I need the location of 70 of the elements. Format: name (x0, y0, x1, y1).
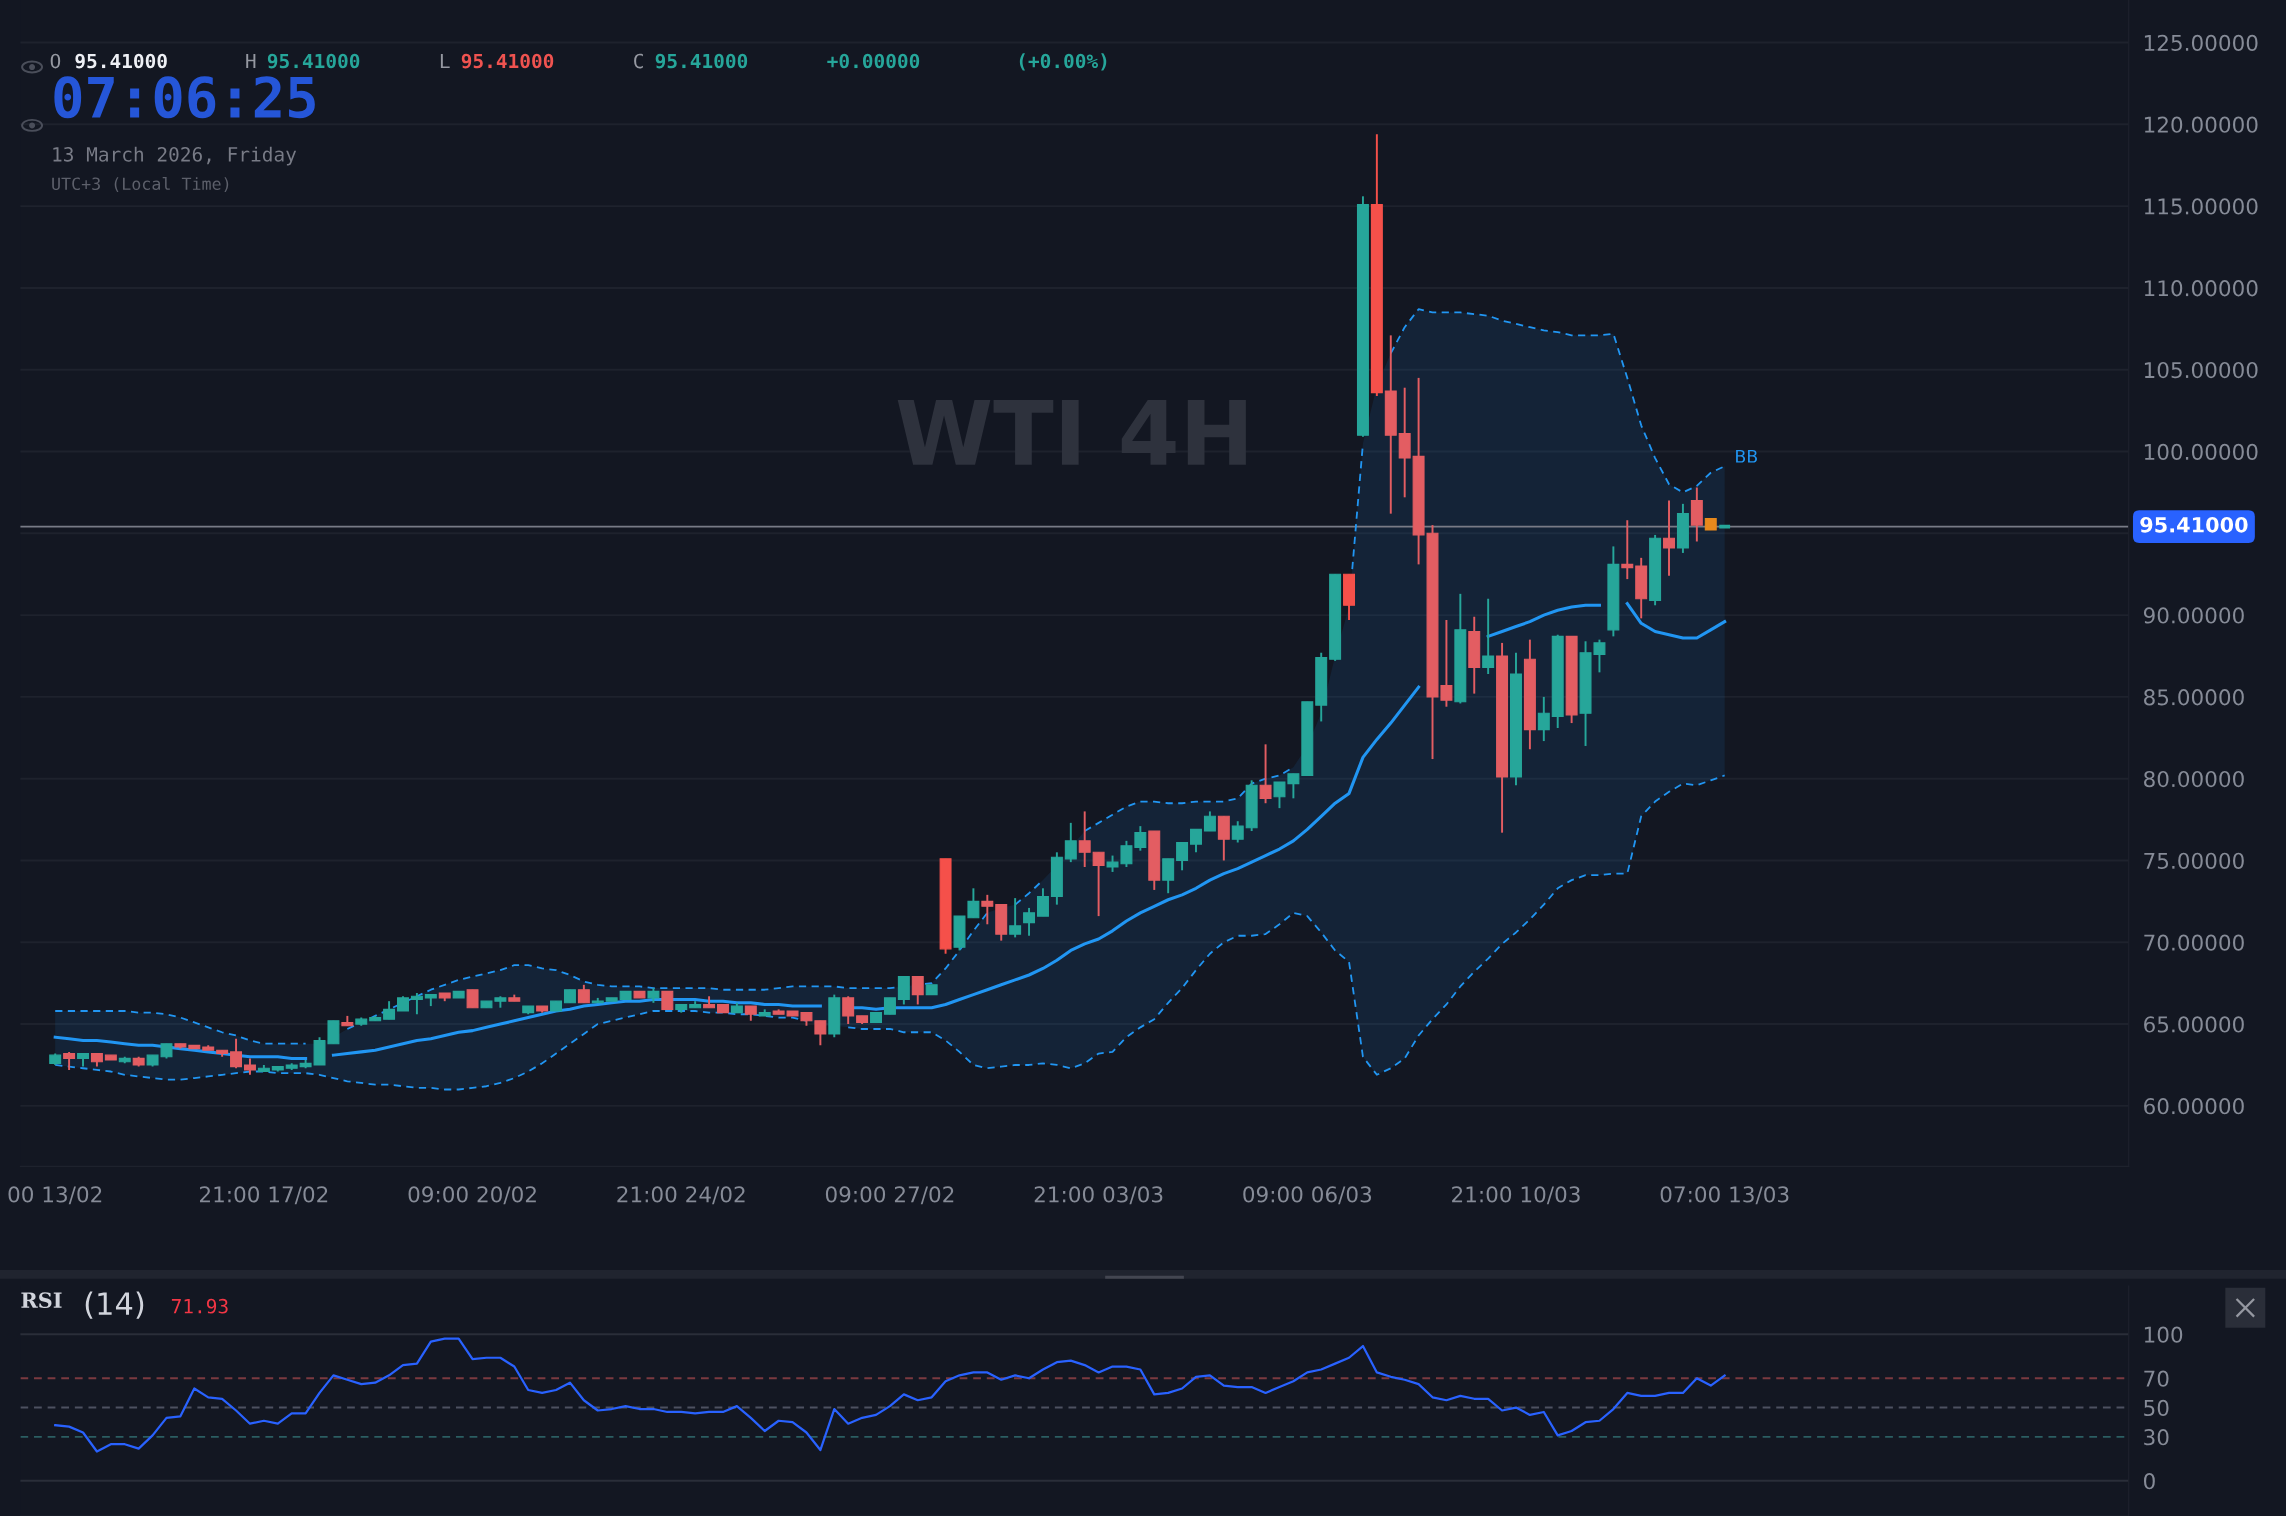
candlestick (1162, 857, 1175, 895)
candlestick (1092, 851, 1105, 918)
y-tick-label: 30 (2144, 1429, 2169, 1446)
chart-subtitle: (14) (85, 1291, 144, 1319)
x-tick-label: 21:00 17/02 (199, 1186, 328, 1205)
candlestick (1482, 597, 1495, 675)
candlestick (1176, 841, 1189, 872)
candlestick (1717, 524, 1732, 529)
y-tick-label: 85.00000 (2144, 689, 2244, 706)
x-tick-label: 00 13/02 (8, 1186, 102, 1205)
candlestick (1259, 743, 1272, 805)
x-tick-label: 09:00 27/02 (825, 1186, 954, 1205)
annotation: (+0.00%) (1019, 53, 1107, 71)
x-tick-label: 21:00 03/03 (1034, 1186, 1163, 1205)
annotation: UTC+3 (Local Time) (52, 177, 229, 193)
annotation: +0.00000 (827, 53, 920, 69)
y-tick-label: 115.00000 (2144, 198, 2258, 215)
y-tick-label: 70.00000 (2144, 934, 2244, 951)
annotation: 95.41000 (655, 53, 748, 69)
annotation: L (440, 53, 450, 69)
y-tick-label: 105.00000 (2144, 361, 2258, 379)
y-tick-label: 50 (2144, 1399, 2169, 1417)
annotation: C (634, 53, 643, 69)
candlestick (981, 893, 994, 926)
y-tick-label: 100.00000 (2144, 443, 2258, 460)
line-series (54, 1337, 1726, 1453)
annotation: 95.41000 (75, 53, 167, 69)
candlestick (410, 992, 423, 1016)
candlestick (1009, 897, 1022, 939)
y-tick-label: 75.00000 (2144, 852, 2244, 869)
annotation: 07:06:25 (54, 76, 315, 119)
candlestick (1023, 906, 1036, 937)
x-tick-label: 09:00 06/03 (1243, 1186, 1372, 1205)
annotation: 13 March 2026, Friday (53, 146, 297, 166)
x-tick-label: 09:00 20/02 (408, 1186, 536, 1205)
y-tick-label: 100 (2144, 1326, 2183, 1343)
text: BB (1736, 449, 1757, 463)
y-tick-label: 110.00000 (2144, 280, 2258, 297)
candlestick (897, 975, 910, 1006)
candlestick (1537, 695, 1550, 743)
candlestick (1190, 828, 1202, 854)
candlestick (1064, 821, 1077, 864)
annotation: O (50, 53, 61, 69)
candlestick (1217, 815, 1230, 862)
candlestick (1078, 810, 1091, 868)
y-tick-label: 65.00000 (2144, 1016, 2244, 1033)
candlestick (230, 1037, 243, 1070)
chart-title: RSI (21, 1292, 62, 1309)
x-tick-label: 07:00 13/03 (1660, 1186, 1789, 1205)
y-tick-label: 0 (2143, 1473, 2155, 1490)
candlestick (842, 995, 855, 1026)
y-tick-label: 60.00000 (2144, 1098, 2244, 1115)
candlestick (1231, 820, 1244, 844)
y-tick-label: 70 (2144, 1370, 2169, 1387)
annotation: 95.41000 (461, 53, 554, 69)
x-tick-label: 21:00 10/03 (1452, 1186, 1580, 1205)
candlestick (1203, 810, 1216, 833)
annotation: 95.41000 (267, 53, 360, 69)
candlestick (1621, 519, 1634, 581)
annotation: 71.93 (171, 1298, 228, 1314)
y-tick-label: 80.00000 (2144, 770, 2244, 788)
candlestick (1663, 499, 1675, 577)
y-tick-label: 125.00000 (2144, 34, 2258, 52)
candlestick (911, 975, 924, 1006)
annotation: H (246, 53, 256, 69)
candlestick (1036, 887, 1049, 918)
x-tick-label: 21:00 24/02 (617, 1186, 745, 1205)
y-tick-label: 120.00000 (2144, 116, 2258, 133)
y-tick-label: 90.00000 (2143, 607, 2244, 624)
ref-line-label: 95.41000 (2140, 516, 2248, 533)
